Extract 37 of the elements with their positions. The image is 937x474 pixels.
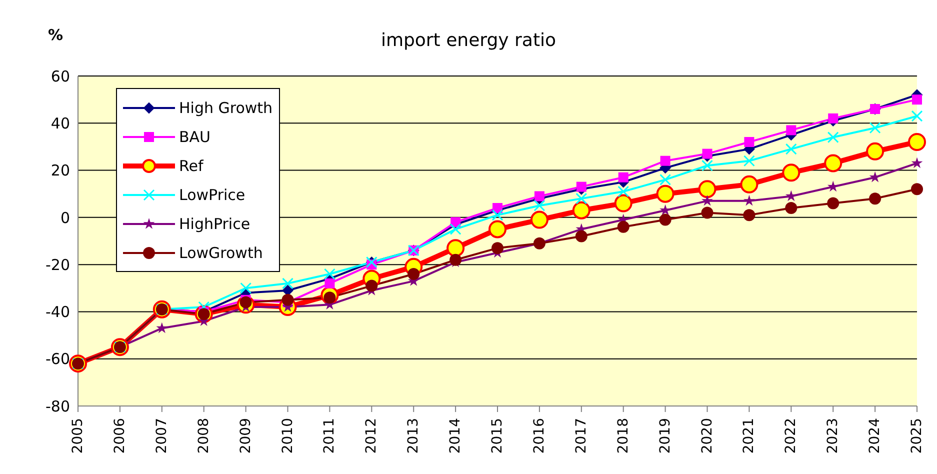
legend-label: Ref xyxy=(179,156,204,174)
x-tick-label: 2016 xyxy=(531,418,548,454)
text: % xyxy=(48,26,64,44)
x-tick-label: 2019 xyxy=(657,418,674,454)
x-tick-label: 2023 xyxy=(825,418,842,454)
x-tick-label: 2009 xyxy=(238,418,254,454)
x-tick-label: 2018 xyxy=(615,418,632,454)
x-tick-label: 2017 xyxy=(573,418,590,454)
x-tick-label: 2013 xyxy=(406,418,422,454)
legend-label: LowGrowth xyxy=(179,244,263,262)
x-tick-label: 2007 xyxy=(154,418,170,454)
legend-label: High Growth xyxy=(179,98,273,116)
x-tick-label: 2021 xyxy=(741,418,758,454)
x-tick-label: 2022 xyxy=(783,418,800,454)
y-tick-label: 0 xyxy=(60,208,70,227)
x-tick-label: 2010 xyxy=(280,418,296,454)
chart-title: import energy ratio xyxy=(380,30,556,51)
x-tick-label: 2012 xyxy=(364,418,380,454)
x-tick-label: 2024 xyxy=(867,418,884,454)
y-tick-label: -80 xyxy=(46,397,70,416)
x-tick-label: 2025 xyxy=(909,418,925,454)
y-tick-label: -40 xyxy=(46,303,70,322)
x-tick-label: 2006 xyxy=(112,418,128,454)
y-tick-label: 60 xyxy=(50,67,70,86)
y-tick-label: -20 xyxy=(46,256,70,274)
x-tick-label: 2015 xyxy=(490,418,506,454)
x-tick-label: 2005 xyxy=(70,418,86,454)
y-tick-label: -60 xyxy=(46,350,70,368)
y-tick-label: 40 xyxy=(50,114,70,132)
x-tick-label: 2008 xyxy=(196,418,212,454)
x-tick-label: 2020 xyxy=(699,418,716,454)
legend-label: LowPrice xyxy=(179,186,246,204)
legend-label: HighPrice xyxy=(179,214,250,232)
x-tick-label: 2014 xyxy=(448,418,464,454)
x-tick-label: 2011 xyxy=(322,418,338,454)
legend-label: BAU xyxy=(179,128,211,146)
y-tick-label: 20 xyxy=(50,162,70,180)
